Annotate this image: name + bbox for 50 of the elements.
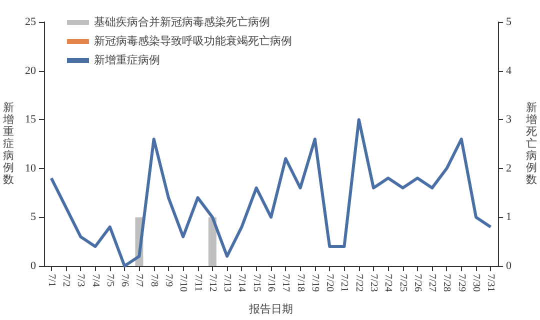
x-tick-label: 7/27 [426, 274, 438, 292]
x-tick-label: 7/13 [222, 274, 233, 292]
x-tick-label: 7/10 [178, 274, 189, 292]
line-series [50, 118, 492, 268]
x-tick-label: 7/31 [485, 274, 496, 292]
x-tick-label: 7/6 [119, 274, 130, 287]
x-tick-label: 7/12 [206, 274, 218, 292]
x-tick-label: 7/11 [192, 274, 204, 292]
x-tick-label: 7/22 [353, 274, 364, 292]
x-tick-label: 7/24 [382, 274, 394, 292]
x-tick-label: 7/28 [441, 274, 452, 292]
x-tick-label: 7/16 [266, 274, 276, 292]
x-tick-label: 7/26 [412, 274, 423, 292]
y-tick-label: 20 [25, 64, 36, 77]
x-tick-label: 7/2 [60, 274, 72, 287]
y2-tick-label: 0 [506, 260, 512, 272]
x-tick-label: 7/1 [46, 274, 57, 287]
legend-label: 新冠病毒感染导致呼吸功能衰竭死亡病例 [94, 34, 292, 48]
y2-tick-label: 3 [506, 114, 512, 126]
x-tick-label: 7/4 [90, 274, 101, 287]
x-tick-label: 7/8 [148, 274, 160, 287]
y-tick-label: 25 [25, 16, 36, 28]
x-tick-label: 7/23 [368, 274, 380, 292]
x-tick-label: 7/29 [456, 274, 467, 292]
x-tick-label: 7/14 [236, 274, 248, 292]
x-axis-title: 报告日期 [248, 302, 293, 316]
x-tick-label: 7/5 [104, 274, 116, 287]
x-tick-label: 7/17 [280, 274, 292, 292]
y2-tick-label: 4 [506, 64, 512, 77]
y2-tick-label: 2 [506, 162, 512, 174]
y-axis-title: 新增重症病例数 [2, 101, 14, 186]
y-tick-label: 5 [30, 211, 36, 224]
x-tick-label: 7/7 [134, 274, 145, 287]
y-tick-label: 10 [25, 162, 36, 174]
y2-axis-title: 新增死亡病例数 [525, 101, 537, 186]
x-tick-label: 7/15 [250, 274, 262, 292]
x-tick-label: 7/9 [162, 274, 174, 287]
x-tick-label: 7/25 [397, 274, 408, 292]
x-tick-label: 7/3 [75, 274, 86, 287]
y2-tick-label: 1 [506, 211, 512, 224]
x-tick-label: 7/30 [470, 274, 482, 292]
x-tick-label: 7/18 [294, 274, 306, 292]
x-tick-label: 7/19 [309, 274, 320, 292]
y2-tick-label: 5 [506, 16, 512, 28]
legend-label: 新增重症病例 [94, 54, 160, 66]
y-tick-label: 0 [30, 260, 36, 272]
x-tick-label: 7/20 [324, 274, 336, 292]
legend-label: 基础疾病合并新冠病毒感染死亡病例 [94, 16, 270, 28]
y-tick-label: 15 [25, 114, 36, 126]
x-tick-label: 7/21 [338, 274, 350, 292]
